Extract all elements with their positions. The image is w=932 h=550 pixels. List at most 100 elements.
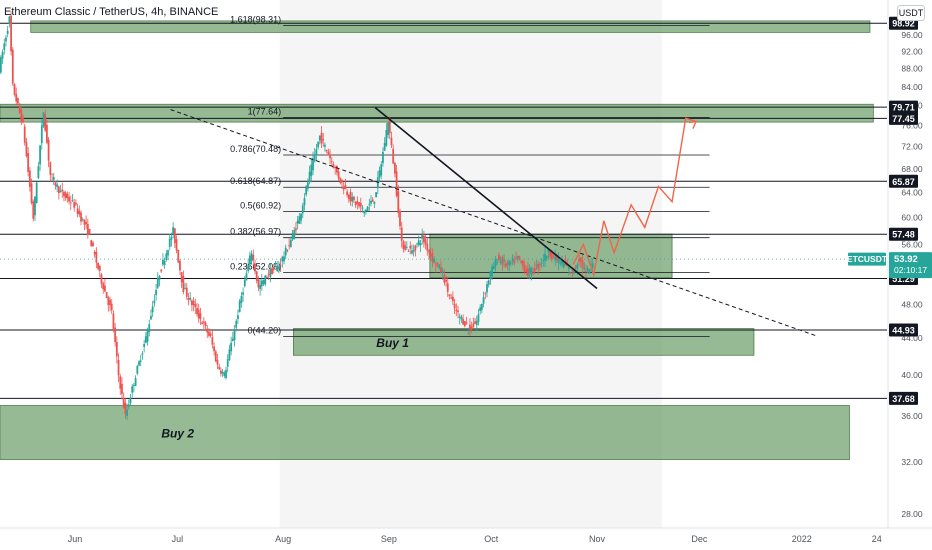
candle-body xyxy=(272,266,275,270)
candle-body xyxy=(64,192,67,198)
candle-body xyxy=(133,385,135,386)
candle-body xyxy=(428,250,430,253)
candle-body xyxy=(429,253,432,257)
candle-body xyxy=(322,139,325,141)
candle-body xyxy=(18,105,21,113)
candle-body xyxy=(175,239,178,251)
candle-body xyxy=(375,192,378,198)
candle-body xyxy=(528,268,531,274)
candle-body xyxy=(310,164,313,176)
candle-body xyxy=(453,303,456,309)
price-axis-tick: 96.00 xyxy=(901,30,923,40)
candle-body xyxy=(470,326,473,330)
fib-level-label: 0.5(60.92) xyxy=(240,201,281,211)
candle-body xyxy=(66,194,69,199)
candle-body xyxy=(516,256,519,258)
candle-body xyxy=(496,262,499,263)
candle-body xyxy=(557,259,560,264)
candle-body xyxy=(194,304,197,308)
candle-body xyxy=(489,271,492,279)
candle-body xyxy=(286,250,289,252)
candle-body xyxy=(325,150,328,152)
descending-trendline xyxy=(374,107,598,290)
candle-body xyxy=(254,263,256,272)
candle-body xyxy=(148,324,151,332)
candle-body xyxy=(163,260,166,265)
candle-body xyxy=(243,279,246,287)
price-level-label: 79.71 xyxy=(892,103,915,113)
candle-body xyxy=(10,15,12,52)
candle-body xyxy=(201,322,204,325)
candle-body xyxy=(472,323,475,328)
candle-body xyxy=(440,267,442,273)
candle-body xyxy=(109,299,111,306)
candle-body xyxy=(112,313,115,329)
candle-body xyxy=(129,398,132,404)
candle-body xyxy=(262,279,265,285)
candle-body xyxy=(295,228,297,231)
candle-body xyxy=(349,191,352,202)
candle-body xyxy=(264,275,267,285)
candle-body xyxy=(450,297,453,299)
candle-body xyxy=(445,279,447,282)
candle-body xyxy=(293,229,296,239)
candle-body xyxy=(523,264,526,273)
candle-body xyxy=(424,239,427,245)
candle-body xyxy=(34,196,36,216)
candle-body xyxy=(296,220,299,224)
candle-body xyxy=(315,149,318,156)
candle-body xyxy=(366,206,369,212)
candle-body xyxy=(218,366,221,370)
price-level-label: 65.87 xyxy=(892,177,915,187)
candle-body xyxy=(83,219,86,225)
candle-body xyxy=(151,306,154,313)
candle-body xyxy=(585,270,587,272)
candle-body xyxy=(492,266,495,270)
support-resistance-zone xyxy=(30,20,871,33)
candle-body xyxy=(168,238,171,247)
candle-body xyxy=(144,336,147,343)
candle-body xyxy=(231,338,234,342)
candle-body xyxy=(416,243,418,245)
candle-body xyxy=(153,300,156,304)
candle-body xyxy=(69,202,72,204)
price-level-label-box xyxy=(889,391,918,405)
candle-body xyxy=(49,161,52,175)
candle-body xyxy=(305,186,308,195)
candle-body xyxy=(521,260,524,266)
candle-body xyxy=(80,212,82,222)
candle-body xyxy=(550,252,553,259)
candle-body xyxy=(61,189,64,192)
candle-body xyxy=(356,201,359,204)
candle-body xyxy=(583,267,586,269)
candle-body xyxy=(404,245,407,250)
candle-body xyxy=(484,293,487,295)
currency-selector[interactable]: USDT xyxy=(897,5,925,21)
candle-body xyxy=(281,256,284,262)
candle-body xyxy=(25,142,28,157)
candle-body xyxy=(95,251,98,263)
candle-body xyxy=(158,275,161,280)
candle-body xyxy=(552,256,555,258)
support-resistance-zone xyxy=(0,405,850,460)
candle-body xyxy=(59,191,62,193)
candle-body xyxy=(276,266,279,272)
candle-body xyxy=(308,171,311,182)
fib-level-label: 0(44.20) xyxy=(248,325,282,335)
candle-body xyxy=(189,297,192,300)
candle-body xyxy=(150,315,152,320)
candle-body xyxy=(20,109,23,123)
candle-body xyxy=(544,253,546,261)
candle-body xyxy=(491,266,494,276)
price-axis-tick: 40.00 xyxy=(901,370,923,380)
candle-body xyxy=(255,271,258,281)
candle-body xyxy=(279,264,282,266)
price-level-label: 51.29 xyxy=(892,274,915,284)
candle-body xyxy=(288,245,291,247)
candle-body xyxy=(344,185,347,189)
candle-body xyxy=(383,143,386,151)
candle-body xyxy=(532,271,534,273)
price-level-label: 44.93 xyxy=(892,326,915,336)
